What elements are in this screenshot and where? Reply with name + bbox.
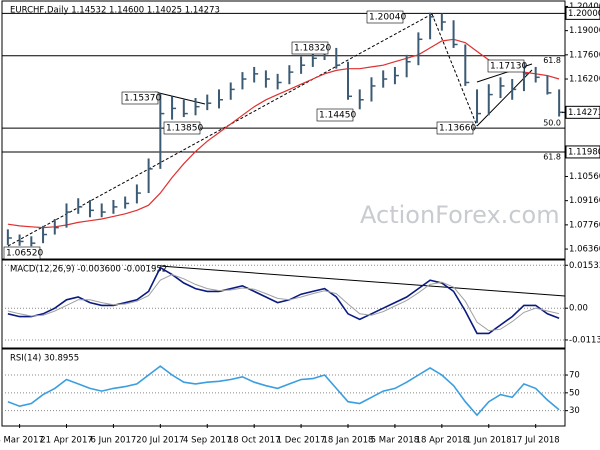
- annotation: 1.15370: [124, 94, 161, 104]
- level-label: 61.8: [543, 152, 561, 161]
- level-axis-label: 1.11980: [568, 147, 600, 157]
- x-tick-label: 21 Apr 2017: [40, 436, 93, 446]
- line: [7, 274, 560, 332]
- annotation: 1.20040: [369, 13, 406, 23]
- panel-frame: [1, 0, 566, 260]
- panel-title: RSI(14) 30.8955: [10, 354, 79, 364]
- annotation-box: [3, 246, 41, 260]
- x-tick-label: 5 Mar 2018: [371, 436, 419, 446]
- y-tick-label: 1.16200: [569, 75, 600, 85]
- watermark: ActionForex.com: [360, 201, 560, 229]
- level-axis-label: 1.20000: [568, 9, 600, 19]
- y-tick-label: 1.07760: [569, 220, 600, 230]
- x-tick-label: 18 Apr 2018: [416, 436, 469, 446]
- x-tick-label: 6 Jun 2017: [91, 436, 137, 446]
- annotation: 1.06520: [6, 249, 43, 259]
- annotation-box: [291, 41, 329, 55]
- line: [7, 266, 560, 335]
- annotation: 1.17130: [490, 62, 527, 72]
- annotation: 1.13850: [166, 124, 203, 134]
- y-tick-label: 70: [569, 371, 580, 381]
- annotation-box: [366, 10, 404, 24]
- line: [7, 38, 560, 229]
- line: [7, 365, 560, 417]
- trend-line: [431, 13, 478, 127]
- y-tick-label: 1.09160: [569, 196, 600, 206]
- y-tick-label: 1.19000: [569, 26, 600, 36]
- y-tick-label: -0.011344: [569, 335, 600, 345]
- x-tick-label: 4 Sep 2017: [183, 436, 231, 446]
- x-tick-label: 20 Jul 2017: [136, 436, 184, 446]
- panel-frame: [1, 348, 566, 427]
- annotation-box: [316, 108, 354, 122]
- x-tick-label: 8 Mar 2017: [0, 436, 44, 446]
- y-tick-label: 1.17600: [569, 50, 600, 60]
- panel-frame: [1, 259, 566, 349]
- annotation-box: [487, 59, 525, 73]
- annotation: 1.13660: [439, 124, 476, 134]
- level-label: 61.8: [543, 56, 561, 65]
- annotation-box: [436, 121, 474, 135]
- y-tick-label: 30: [569, 406, 580, 416]
- x-tick-label: 18 Oct 2017: [228, 436, 281, 446]
- panel-title: EURCHF,Daily 1.14532 1.14600 1.14025 1.1…: [10, 6, 220, 16]
- annotation-box: [121, 91, 159, 105]
- panel-title: MACD(12,26,9) -0.003600 -0.001952: [10, 265, 167, 275]
- x-tick-label: 17 Jul 2018: [512, 436, 560, 446]
- annotation-box: [163, 121, 201, 135]
- trend-line: [476, 69, 533, 127]
- x-tick-label: 1 Dec 2017: [277, 436, 326, 446]
- trend-line: [159, 265, 566, 297]
- y-tick-label: 50: [569, 388, 580, 398]
- y-tick-label: 1.06360: [569, 245, 600, 255]
- level-label: 50.0: [543, 119, 561, 128]
- y-tick-label: 0.015338: [569, 261, 600, 271]
- y-tick-label: 1.10560: [569, 172, 600, 182]
- last-price-label-box: [565, 105, 600, 119]
- annotation: 1.18320: [294, 44, 331, 54]
- y-tick-label: 0.00: [569, 304, 588, 314]
- level-axis-label-box: [565, 145, 600, 159]
- level-axis-label-box: [565, 6, 600, 20]
- x-tick-label: 1 Jun 2018: [466, 436, 512, 446]
- x-tick-label: 18 Jan 2018: [323, 436, 374, 446]
- annotation: 1.14450: [319, 111, 356, 121]
- trend-line: [154, 91, 206, 105]
- last-price-label: 1.14273: [568, 108, 600, 118]
